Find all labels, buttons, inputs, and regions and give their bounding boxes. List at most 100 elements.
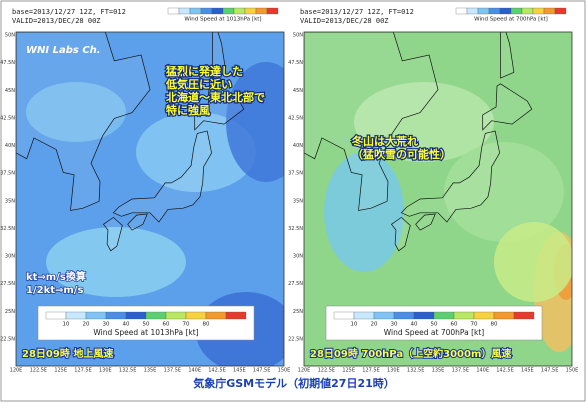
annotation: 冬山は大荒れ [351, 134, 418, 148]
wind-area [354, 82, 494, 162]
lat-label: 47.5N [0, 60, 15, 66]
header-colorbar-cell [244, 7, 257, 15]
colorbar-tick: 60 [163, 322, 170, 328]
colorbar-cell [373, 311, 395, 320]
coastline [102, 216, 123, 252]
coastline [112, 130, 212, 223]
colorbar-cell [125, 311, 147, 320]
lon-label: 142.5E [208, 368, 225, 374]
panel: base=2013/12/27 12Z, FT=012VALID=2013/DE… [0, 6, 292, 374]
annotation: （猛吹雪の可能性） [352, 147, 451, 161]
coastline [415, 213, 436, 231]
header-colorbar-cell [499, 7, 512, 15]
lat-label: 22.5N [0, 337, 15, 343]
coastline [16, 32, 151, 211]
lat-label: 40N [5, 143, 15, 149]
lon-label: 130E [99, 368, 112, 374]
coastline [212, 32, 227, 79]
header-colorbar-cell [255, 7, 268, 15]
coastline [194, 83, 245, 131]
coastline [482, 83, 533, 131]
caption: 28日09時 地上風速 [22, 347, 114, 360]
lon-label: 145E [233, 368, 246, 374]
wind-area [26, 82, 126, 142]
header-colorbar-label: Wind Speed at 1013hPa [kt] [184, 17, 261, 23]
colorbar-tick: 80 [491, 322, 498, 328]
lat-label: 37.5N [0, 171, 15, 177]
lat-label: 40N [293, 143, 303, 149]
header-colorbar-cell [488, 7, 501, 15]
header-colorbar-cell [477, 7, 490, 15]
colorbar-tick: 30 [391, 322, 398, 328]
lon-label: 120E [298, 368, 311, 374]
colorbar-tick: 70 [183, 322, 190, 328]
colorbar-tick: 40 [411, 322, 418, 328]
colorbar-cell [45, 311, 67, 320]
lat-label: 27.5N [0, 281, 15, 287]
lat-label: 35N [5, 198, 15, 204]
colorbar-cell [145, 311, 167, 320]
lat-label: 25N [293, 309, 303, 315]
lat-label: 45N [5, 88, 15, 94]
colorbar-cell [105, 311, 127, 320]
lon-label: 127.5E [362, 368, 379, 374]
colorbar-cell [473, 311, 495, 320]
lat-label: 22.5N [288, 337, 303, 343]
lon-label: 122.5E [30, 368, 47, 374]
colorbar-tick: 30 [103, 322, 110, 328]
lat-label: 35N [293, 198, 303, 204]
lon-label: 135E [144, 368, 157, 374]
lat-label: 47.5N [288, 60, 303, 66]
header-valid: VALID=2013/DEC/28 00Z [300, 17, 389, 25]
header-colorbar-cell [532, 7, 545, 15]
lon-label: 142.5E [496, 368, 513, 374]
footer: 気象庁GSMモデル（初期値27日21時） [193, 376, 395, 390]
colorbar-cell [453, 311, 475, 320]
lon-label: 145E [521, 368, 534, 374]
lat-label: 45N [293, 88, 303, 94]
colorbar-cell [513, 311, 535, 320]
header-base: base=2013/12/27 12Z, FT=012 [12, 8, 126, 16]
colorbar-cell [65, 311, 87, 320]
lat-label: 32.5N [288, 226, 303, 232]
lon-label: 130E [387, 368, 400, 374]
wind-area [136, 112, 256, 192]
colorbar-cell [413, 311, 435, 320]
map-border [15, 31, 285, 367]
colorbar-cell [353, 311, 375, 320]
colorbar-tick: 10 [351, 322, 358, 328]
lon-label: 120E [10, 368, 23, 374]
lat-label: 50N [5, 33, 15, 39]
header-base: base=2013/12/27 12Z, FT=012 [300, 8, 414, 16]
coastline [304, 32, 439, 211]
lat-label: 50N [293, 33, 303, 39]
colorbar-label: Wind Speed at 1013hPa [kt] [93, 328, 198, 337]
coastline [400, 130, 500, 223]
colorbar-tick: 20 [83, 322, 90, 328]
colorbar-tick: 70 [471, 322, 478, 328]
lon-label: 122.5E [318, 368, 335, 374]
lon-label: 150E [566, 368, 579, 374]
colorbar-cell [493, 311, 515, 320]
lon-label: 127.5E [74, 368, 91, 374]
coastline [127, 213, 148, 231]
wind-area [324, 152, 404, 272]
lon-label: 147.5E [253, 368, 270, 374]
header-colorbar-cell [233, 7, 246, 15]
panel: base=2013/12/27 12Z, FT=012VALID=2013/DE… [288, 6, 580, 374]
wind-area [46, 227, 186, 297]
lat-label: 42.5N [288, 115, 303, 121]
colorbar-tick: 50 [431, 322, 438, 328]
map-border [303, 31, 573, 367]
lon-label: 147.5E [541, 368, 558, 374]
lat-label: 42.5N [0, 115, 15, 121]
lat-label: 30N [293, 254, 303, 260]
header-colorbar-cell [455, 7, 468, 15]
lat-label: 37.5N [288, 171, 303, 177]
header-colorbar-cell [189, 7, 202, 15]
colorbar-cell [333, 311, 355, 320]
colorbar-tick: 40 [123, 322, 130, 328]
lon-label: 140E [476, 368, 489, 374]
